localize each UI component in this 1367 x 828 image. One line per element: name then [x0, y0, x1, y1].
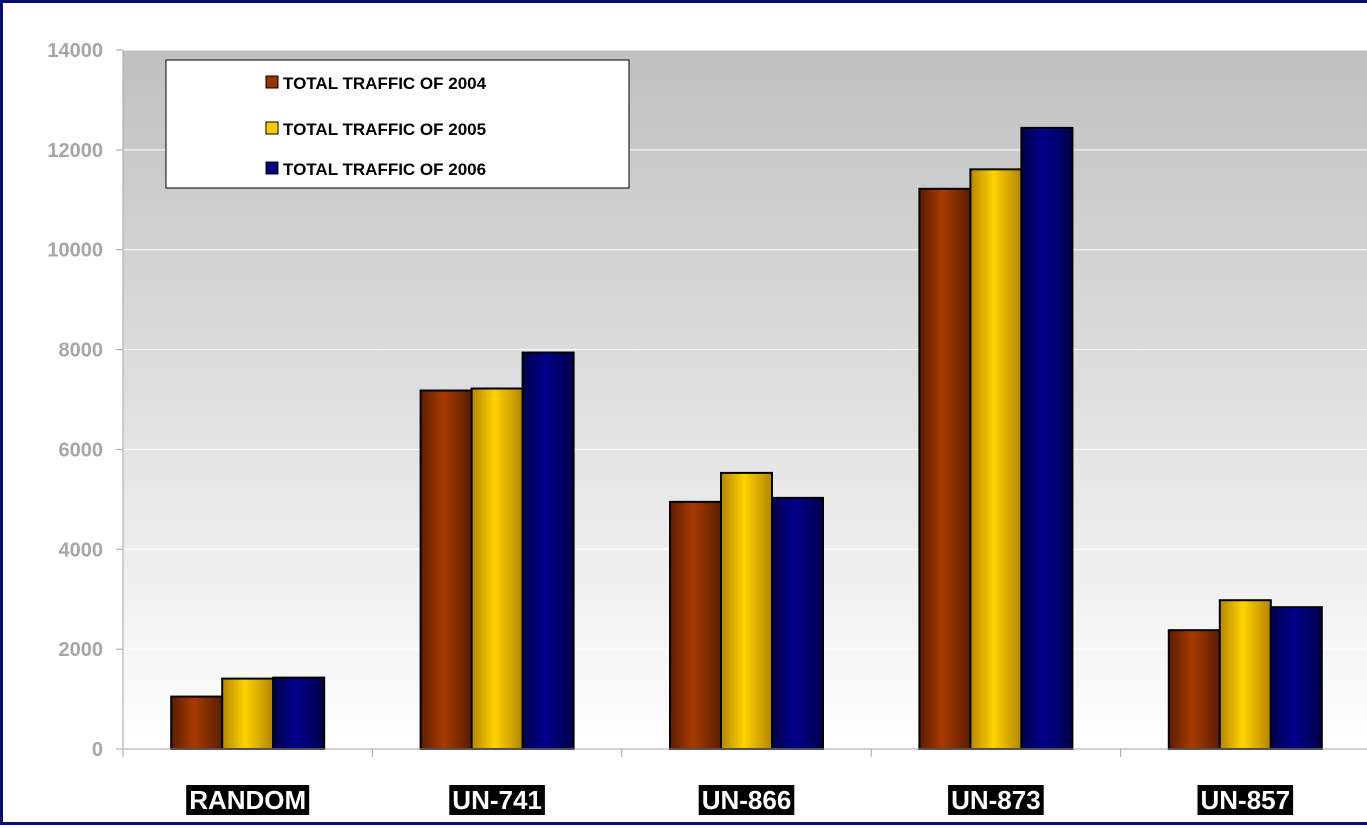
category-label-text: UN-857: [1201, 785, 1291, 815]
bar-random-series-0: [170, 695, 224, 751]
x-axis: RANDOM UN-741 UN-866 UN-873 UN-857: [122, 748, 1367, 815]
bar-un-866-series-0: [669, 500, 722, 750]
bar-un-866-series-2: [771, 496, 824, 750]
bar-un-857-series-1: [1218, 599, 1272, 750]
category-label-background: [186, 785, 310, 815]
bar-un-873-series-0: [918, 187, 972, 750]
bar-un-873-series-2: [1020, 126, 1074, 751]
legend-label-2005: TOTAL TRAFFIC OF 2005: [283, 120, 486, 139]
category-label-text: UN-866: [702, 785, 792, 815]
legend-label-2004: TOTAL TRAFFIC OF 2004: [283, 74, 487, 93]
legend: TOTAL TRAFFIC OF 2004 TOTAL TRAFFIC OF 2…: [165, 59, 630, 189]
legend-swatch-2004: [265, 75, 279, 89]
category-label-text: UN-741: [452, 785, 542, 815]
bar-un-741-series-2: [521, 351, 575, 750]
bar-random-series-1: [221, 677, 275, 750]
bar-un-857-series-2: [1269, 606, 1323, 751]
bar-un-857-series-0: [1167, 629, 1221, 750]
category-label-background: [698, 785, 795, 815]
bar-random-series-2: [272, 676, 326, 751]
bar-un-741-series-1: [470, 387, 524, 750]
legend-swatch-2005: [265, 121, 279, 135]
category-label-background: [948, 785, 1044, 815]
bar-un-873-series-1: [969, 168, 1023, 750]
y-tick-label: 0: [92, 739, 103, 761]
category-label-un-741: UN-741: [449, 785, 545, 815]
category-label-background: [1197, 785, 1294, 815]
category-label-text: RANDOM: [189, 785, 306, 815]
y-tick-label: 6000: [59, 439, 104, 461]
category-label-text: UN-873: [951, 785, 1041, 815]
y-tick-label: 10000: [47, 240, 103, 262]
y-tick-label: 14000: [47, 40, 103, 62]
category-label-un-873: UN-873: [948, 785, 1044, 815]
legend-box: [165, 59, 630, 189]
y-tick-label: 4000: [59, 539, 104, 561]
y-tick-label: 2000: [59, 639, 104, 661]
bar-chart: 0 2000 4000 6000 8000 10000 12000 14000 RANDOM U…: [47, 40, 1367, 815]
bars: [170, 126, 1323, 751]
y-tick-label: 8000: [59, 340, 104, 362]
y-tick-label: 12000: [47, 140, 103, 162]
category-label-un-866: UN-866: [698, 785, 795, 815]
y-axis: 0 2000 4000 6000 8000 10000 12000 14000: [47, 40, 124, 761]
category-label-random: RANDOM: [186, 785, 310, 815]
bar-un-741-series-0: [419, 389, 473, 750]
bar-un-866-series-1: [720, 471, 773, 750]
category-label-un-857: UN-857: [1197, 785, 1294, 815]
category-label-background: [449, 785, 545, 815]
legend-swatch-2006: [265, 161, 279, 175]
legend-label-2006: TOTAL TRAFFIC OF 2006: [283, 160, 486, 179]
